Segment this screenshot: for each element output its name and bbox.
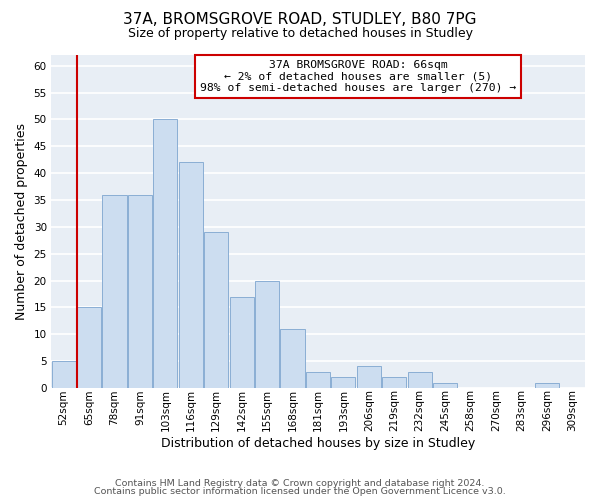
Bar: [357, 366, 381, 388]
Bar: [204, 232, 229, 388]
Bar: [382, 377, 406, 388]
Bar: [306, 372, 330, 388]
Bar: [103, 194, 127, 388]
Bar: [331, 377, 355, 388]
Text: Contains HM Land Registry data © Crown copyright and database right 2024.: Contains HM Land Registry data © Crown c…: [115, 478, 485, 488]
X-axis label: Distribution of detached houses by size in Studley: Distribution of detached houses by size …: [161, 437, 475, 450]
Text: 37A BROMSGROVE ROAD: 66sqm
← 2% of detached houses are smaller (5)
98% of semi-d: 37A BROMSGROVE ROAD: 66sqm ← 2% of detac…: [200, 60, 516, 93]
Text: Size of property relative to detached houses in Studley: Size of property relative to detached ho…: [128, 28, 473, 40]
Y-axis label: Number of detached properties: Number of detached properties: [15, 123, 28, 320]
Bar: [52, 361, 76, 388]
Bar: [535, 382, 559, 388]
Bar: [255, 280, 279, 388]
Bar: [407, 372, 432, 388]
Bar: [128, 194, 152, 388]
Bar: [179, 162, 203, 388]
Bar: [154, 120, 178, 388]
Text: Contains public sector information licensed under the Open Government Licence v3: Contains public sector information licen…: [94, 487, 506, 496]
Bar: [433, 382, 457, 388]
Bar: [280, 329, 305, 388]
Bar: [230, 296, 254, 388]
Text: 37A, BROMSGROVE ROAD, STUDLEY, B80 7PG: 37A, BROMSGROVE ROAD, STUDLEY, B80 7PG: [123, 12, 477, 28]
Bar: [77, 308, 101, 388]
